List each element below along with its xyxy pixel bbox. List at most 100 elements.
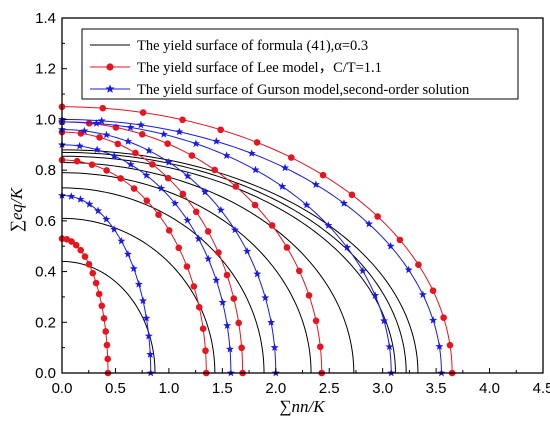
data-point — [278, 182, 287, 190]
data-point — [102, 130, 111, 139]
x-tick-label: 4.5 — [533, 380, 550, 397]
y-tick-label: 0.2 — [35, 314, 56, 331]
y-tick-label: 1.0 — [35, 111, 56, 128]
data-point — [139, 109, 147, 116]
data-point — [126, 160, 135, 168]
legend-entry-gurson: The yield surface of Gurson model,second… — [90, 82, 470, 98]
data-point — [385, 342, 394, 351]
data-point — [270, 343, 279, 351]
data-point — [72, 241, 80, 249]
data-point — [267, 318, 276, 326]
data-point — [123, 250, 132, 258]
data-point — [222, 151, 231, 159]
data-point — [188, 152, 196, 159]
data-point — [238, 344, 245, 352]
data-point — [261, 293, 270, 302]
data-point — [157, 184, 166, 192]
data-point — [164, 140, 171, 147]
x-tick-label: 3.5 — [426, 380, 447, 397]
y-tick-label: 0.8 — [35, 162, 56, 179]
series-lee-12 — [58, 103, 456, 377]
data-point — [217, 126, 224, 134]
data-point — [103, 341, 111, 349]
data-point — [440, 314, 447, 321]
data-point — [144, 146, 153, 155]
series-line — [61, 162, 355, 374]
data-point — [343, 243, 352, 251]
legend-label-lee: The yield surface of Lee model，C/T=1.1 — [137, 60, 382, 76]
legend-entry-formula: The yield surface of formula (41),α=0.3 — [90, 38, 368, 54]
data-point — [159, 130, 168, 138]
y-axis: 0.0 0.2 0.4 0.6 0.8 1.0 1.2 1.4 — [35, 10, 67, 382]
data-point — [283, 244, 291, 251]
data-point — [230, 225, 239, 234]
data-point — [114, 140, 122, 148]
data-point — [96, 134, 103, 141]
data-point — [85, 199, 94, 208]
series-formula-41-6 — [61, 151, 407, 374]
data-point — [93, 145, 102, 154]
data-point — [98, 302, 106, 310]
data-point — [81, 253, 89, 260]
y-tick-label: 0.0 — [35, 365, 56, 382]
data-point — [129, 264, 138, 273]
data-point — [97, 116, 106, 125]
data-point — [165, 227, 173, 234]
data-point — [253, 269, 262, 278]
data-point — [179, 190, 187, 198]
data-point — [103, 167, 110, 174]
data-point — [77, 130, 85, 137]
data-point — [251, 165, 260, 174]
y-tick-label: 1.2 — [35, 61, 56, 78]
data-point — [175, 127, 184, 136]
data-point — [201, 187, 210, 196]
data-point — [102, 328, 110, 335]
series-formula-41-7 — [61, 149, 419, 374]
data-point — [204, 254, 213, 263]
x-tick-label: 1.5 — [212, 380, 233, 397]
data-point — [85, 260, 93, 268]
data-point — [380, 316, 389, 325]
data-point — [386, 242, 395, 250]
legend-entry-lee: The yield surface of Lee model，C/T=1.1 — [90, 60, 382, 76]
data-point — [139, 296, 148, 305]
legend-marker-gurson — [105, 84, 115, 93]
data-point — [230, 295, 238, 302]
y-tick-label: 1.4 — [35, 10, 56, 27]
x-tick-label: 3.0 — [372, 380, 393, 397]
data-point — [85, 120, 93, 127]
x-tick-label: 0.5 — [105, 380, 126, 397]
data-point — [281, 163, 290, 172]
data-point — [305, 292, 313, 299]
data-point — [164, 157, 173, 166]
data-point — [117, 175, 124, 182]
data-point — [149, 161, 156, 168]
data-point — [117, 236, 126, 245]
data-point — [429, 287, 437, 295]
legend-box — [81, 28, 519, 100]
series-line — [61, 129, 277, 374]
data-point — [146, 350, 155, 358]
data-point — [195, 303, 203, 311]
data-point — [302, 200, 311, 209]
data-point — [251, 201, 259, 209]
data-point — [243, 247, 252, 255]
data-point — [435, 342, 444, 350]
data-point — [216, 205, 225, 214]
data-point — [104, 355, 112, 363]
series-lee-8 — [58, 235, 112, 377]
series-line — [61, 187, 265, 374]
legend-label-gurson: The yield surface of Gurson model,second… — [137, 82, 470, 98]
series-line — [61, 195, 152, 374]
data-point — [95, 290, 103, 298]
data-point — [199, 325, 207, 333]
series-line — [61, 121, 392, 374]
data-point — [171, 199, 179, 207]
data-point — [247, 149, 256, 157]
data-point — [192, 208, 200, 216]
data-point — [324, 221, 333, 229]
data-point — [142, 313, 151, 322]
series-line — [61, 149, 419, 374]
series-line — [61, 172, 312, 374]
curves-layer — [58, 103, 456, 377]
